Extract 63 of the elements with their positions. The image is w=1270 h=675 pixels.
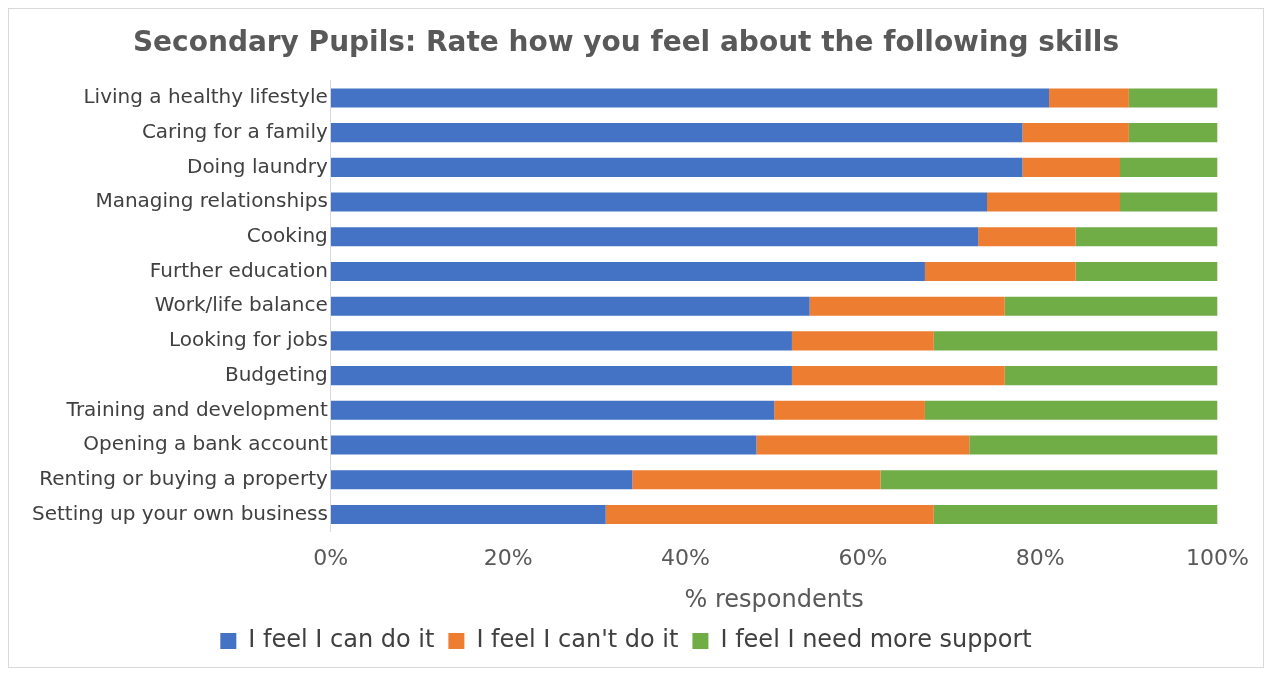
- bar: [1128, 88, 1218, 108]
- y-tick-label: Caring for a family: [141, 118, 328, 143]
- bar: [774, 400, 925, 420]
- bar: [330, 366, 792, 386]
- bar: [791, 366, 1005, 386]
- y-tick-label: Living a healthy lifestyle: [83, 84, 328, 109]
- y-tick-label: Looking for jobs: [168, 327, 328, 352]
- bar: [987, 192, 1121, 212]
- bar: [924, 261, 1076, 282]
- bar: [330, 157, 1023, 177]
- x-tick-label: 20%: [483, 544, 533, 570]
- y-tick-label: Renting or buying a property: [39, 465, 328, 490]
- y-tick-label: Managing relationships: [95, 188, 328, 213]
- x-axis-title: % respondents: [684, 584, 864, 613]
- y-tick-label: Work/life balance: [154, 292, 328, 317]
- bar: [1022, 123, 1129, 143]
- bar: [933, 504, 1218, 524]
- y-tick-label: Cooking: [246, 222, 328, 247]
- bar: [1120, 157, 1218, 177]
- bar: [330, 435, 757, 455]
- bar: [632, 470, 881, 490]
- bar: [791, 331, 934, 351]
- bar: [978, 227, 1076, 247]
- x-tick-label: 80%: [1015, 544, 1065, 570]
- bar: [330, 261, 925, 282]
- bar: [605, 504, 934, 524]
- legend-label: I feel I can't do it: [476, 625, 679, 654]
- bar: [330, 192, 987, 212]
- bar: [330, 296, 810, 316]
- bar: [880, 470, 1218, 490]
- bar: [1075, 227, 1218, 247]
- bar: [933, 331, 1218, 351]
- bar: [330, 400, 775, 420]
- legend-label: I feel I need more support: [720, 625, 1032, 654]
- bar: [756, 435, 970, 455]
- chart-title: Secondary Pupils: Rate how you feel about the following skills: [132, 25, 1120, 59]
- bar: [809, 296, 1005, 316]
- bar: [924, 400, 1218, 420]
- x-tick-label: 100%: [1186, 544, 1250, 570]
- y-tick-label: Setting up your own business: [31, 500, 328, 525]
- bar: [330, 88, 1050, 108]
- bar: [1049, 88, 1129, 108]
- bar: [1004, 366, 1218, 386]
- x-tick-label: 0%: [313, 544, 349, 570]
- y-tick-label: Training and development: [65, 396, 328, 421]
- y-tick-label: Budgeting: [224, 361, 328, 386]
- y-tick-label: Opening a bank account: [83, 431, 328, 456]
- bar: [330, 123, 1023, 143]
- bar: [330, 504, 606, 524]
- x-tick-label: 60%: [838, 544, 888, 570]
- x-tick-label: 40%: [661, 544, 710, 570]
- y-tick-label: Further education: [149, 257, 328, 282]
- bar: [330, 227, 979, 247]
- bar: [1120, 192, 1218, 212]
- bar: [1004, 296, 1218, 316]
- bar: [969, 435, 1218, 455]
- bar: [1022, 157, 1121, 177]
- bar: [330, 331, 792, 351]
- legend-label: I feel I can do it: [248, 625, 435, 654]
- bar: [330, 470, 633, 490]
- bar: [1128, 123, 1218, 143]
- y-tick-label: Doing laundry: [186, 153, 328, 178]
- bar: [1075, 261, 1218, 282]
